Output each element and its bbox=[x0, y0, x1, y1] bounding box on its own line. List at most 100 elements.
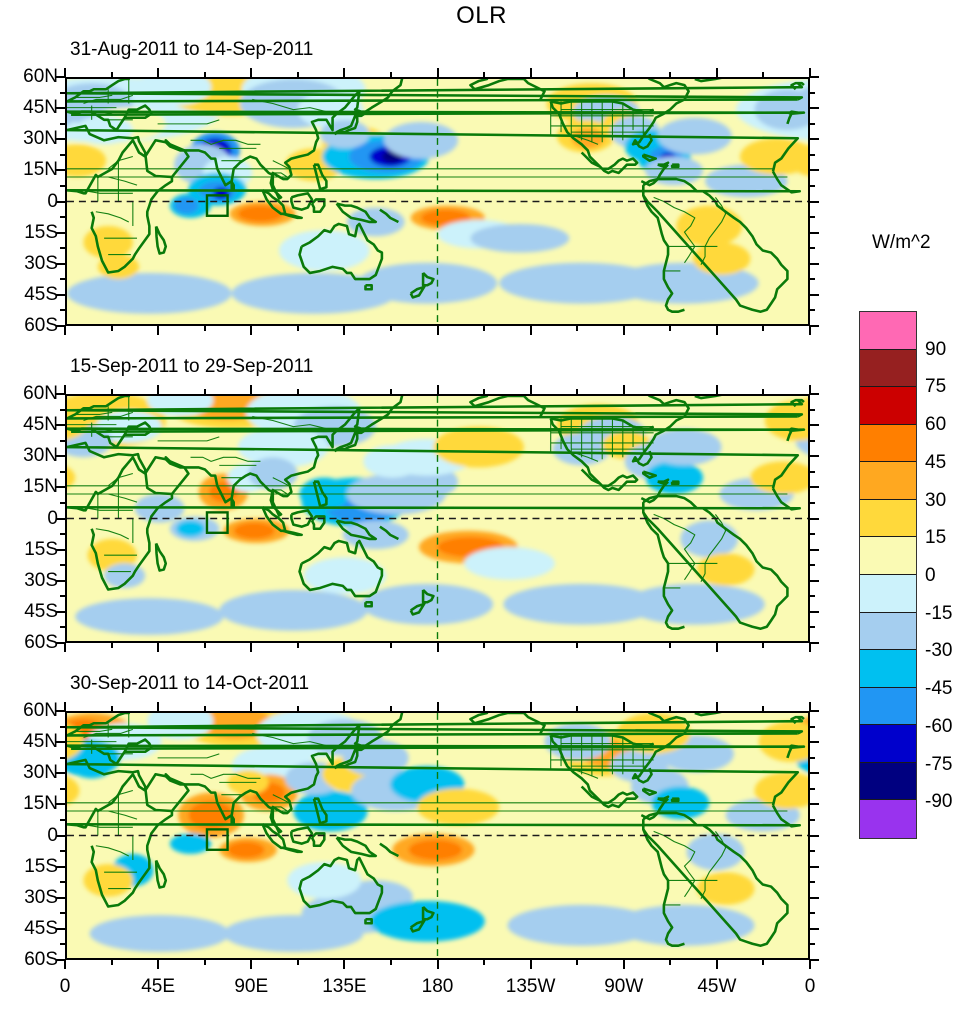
y-axis-minor-tick bbox=[810, 216, 815, 219]
coastline bbox=[157, 753, 220, 759]
coastline bbox=[230, 181, 235, 191]
coastline bbox=[575, 452, 599, 462]
coastline bbox=[67, 82, 804, 101]
region-box-marker bbox=[205, 511, 229, 534]
x-axis-tick bbox=[250, 960, 253, 969]
panel-1-title: 31-Aug-2011 to 14-Sep-2011 bbox=[70, 39, 314, 60]
y-axis-tick bbox=[56, 325, 65, 327]
x-axis-minor-tick bbox=[296, 72, 299, 77]
x-axis-minor-tick bbox=[296, 960, 299, 965]
coastline bbox=[272, 172, 288, 178]
coastline bbox=[333, 748, 359, 770]
y-axis-tick bbox=[56, 293, 65, 296]
y-axis-tick bbox=[810, 865, 819, 868]
coastline bbox=[272, 794, 290, 804]
colorbar-tick-neg15: -15 bbox=[925, 602, 953, 624]
y-axis-label-p2-60S: 60S bbox=[24, 632, 58, 653]
coastline bbox=[670, 480, 680, 486]
y-axis-label-p2-15N: 15N bbox=[23, 476, 58, 498]
y-axis-minor-tick bbox=[60, 184, 65, 187]
x-axis-tick bbox=[622, 702, 625, 711]
coastline bbox=[282, 846, 303, 854]
x-axis-tick bbox=[64, 68, 66, 77]
coastline bbox=[355, 744, 369, 752]
coastline bbox=[409, 600, 427, 616]
y-axis-label-p3-60N: 60N bbox=[23, 700, 58, 721]
y-axis-minor-tick bbox=[60, 881, 65, 884]
x-axis-minor-tick bbox=[296, 706, 299, 711]
y-axis-minor-tick bbox=[810, 439, 815, 442]
y-axis-tick bbox=[56, 710, 65, 712]
y-axis-label-p3-0: 0 bbox=[47, 824, 58, 846]
coastline bbox=[549, 418, 639, 492]
coastline bbox=[364, 917, 373, 925]
y-axis-minor-tick bbox=[60, 595, 65, 598]
y-axis-tick bbox=[56, 200, 65, 203]
coastline bbox=[290, 192, 314, 211]
coastline bbox=[154, 859, 168, 889]
y-axis-label-p2-30N: 30N bbox=[23, 445, 58, 467]
x-axis-tick bbox=[436, 385, 439, 394]
colorbar-band-9 bbox=[860, 650, 916, 688]
coastline bbox=[335, 202, 378, 224]
y-axis-minor-tick bbox=[60, 756, 65, 759]
coastline bbox=[87, 190, 133, 194]
y-axis-tick bbox=[56, 138, 65, 141]
colorbar-units-label: W/m^2 bbox=[872, 232, 931, 253]
y-axis-minor-tick bbox=[60, 309, 65, 312]
y-axis-minor-tick bbox=[60, 912, 65, 915]
x-axis-minor-tick bbox=[296, 389, 299, 394]
x-axis-minor-tick bbox=[576, 389, 579, 394]
y-axis-tick bbox=[56, 772, 65, 775]
coastline bbox=[642, 511, 685, 630]
y-axis-minor-tick bbox=[60, 122, 65, 125]
x-axis-tick bbox=[250, 702, 253, 711]
y-axis-minor-tick bbox=[60, 408, 65, 411]
x-axis-tick bbox=[343, 385, 346, 394]
y-axis-minor-tick bbox=[60, 787, 65, 790]
coastline bbox=[641, 153, 658, 162]
y-axis-label-p1-15S: 15S bbox=[24, 221, 58, 243]
colorbar-tick-30: 30 bbox=[925, 489, 947, 511]
colorbar-band-10 bbox=[860, 687, 916, 726]
coastline bbox=[641, 811, 789, 947]
x-axis-minor-tick bbox=[762, 389, 765, 394]
coastline bbox=[550, 100, 655, 113]
coastline bbox=[298, 539, 384, 598]
y-axis-tick bbox=[56, 865, 65, 868]
x-axis-tick bbox=[529, 68, 532, 77]
y-axis-minor-tick bbox=[60, 153, 65, 156]
colorbar-tick-15: 15 bbox=[925, 527, 947, 549]
x-axis-tick bbox=[715, 385, 718, 394]
x-axis-minor-tick bbox=[576, 960, 579, 965]
coastline bbox=[90, 176, 174, 274]
coastline bbox=[657, 161, 670, 169]
map-field-panel-3 bbox=[67, 713, 808, 958]
y-axis-tick bbox=[810, 803, 819, 806]
x-axis-tick bbox=[529, 702, 532, 711]
y-axis-tick bbox=[810, 548, 819, 551]
colorbar-tick-45: 45 bbox=[925, 451, 947, 473]
colorbar-band-5 bbox=[860, 499, 916, 538]
x-axis-minor-tick bbox=[203, 72, 206, 77]
y-axis-tick bbox=[56, 262, 65, 265]
x-axis-tick bbox=[64, 643, 66, 652]
y-axis-tick bbox=[56, 579, 65, 582]
y-axis-tick bbox=[810, 262, 819, 265]
x-axis-tick bbox=[436, 643, 439, 652]
colorbar-band-1 bbox=[860, 349, 916, 388]
y-axis-label-p1-45N: 45N bbox=[23, 97, 58, 119]
y-axis-minor-tick bbox=[810, 408, 815, 411]
coastline bbox=[641, 494, 789, 630]
x-axis-minor-tick bbox=[203, 960, 206, 965]
y-axis-tick bbox=[810, 772, 819, 775]
x-axis-tick bbox=[64, 960, 66, 969]
map-panel-3 bbox=[65, 711, 810, 960]
x-axis-minor-tick bbox=[576, 72, 579, 77]
coastline bbox=[230, 815, 235, 825]
panel-2-title: 15-Sep-2011 to 29-Sep-2011 bbox=[70, 356, 314, 377]
y-axis-minor-tick bbox=[810, 91, 815, 94]
x-axis-minor-tick bbox=[483, 643, 486, 648]
y-axis-minor-tick bbox=[60, 818, 65, 821]
x-axis-tick bbox=[809, 643, 811, 652]
